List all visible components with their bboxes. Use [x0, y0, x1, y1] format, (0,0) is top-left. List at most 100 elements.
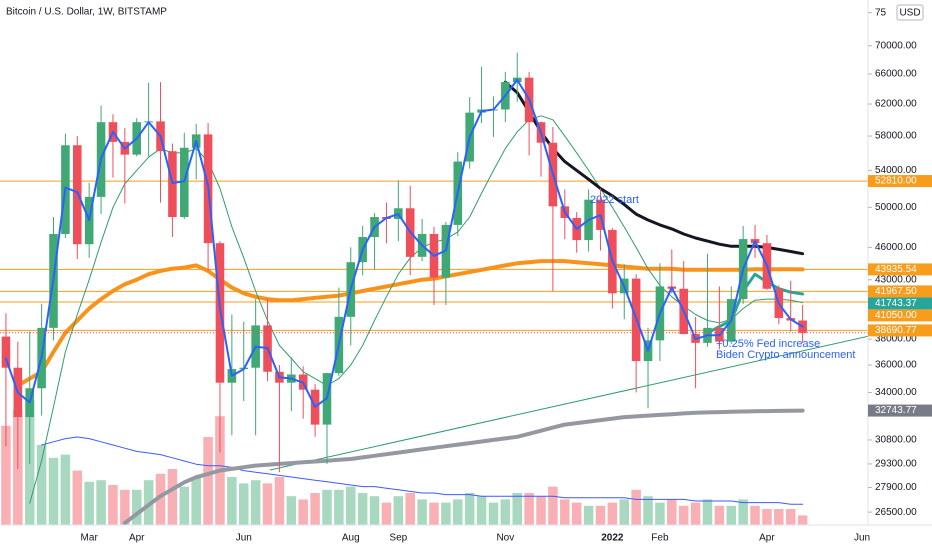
- volume-bar: [583, 505, 594, 525]
- level-label: 41967.50: [875, 286, 917, 297]
- volume-bar: [785, 509, 796, 525]
- y-tick-label: 38000.00: [875, 334, 917, 345]
- x-tick-label: 2022: [601, 533, 624, 544]
- volume-bar: [334, 489, 344, 525]
- volume-bar: [500, 499, 511, 525]
- volume-bar: [750, 505, 760, 525]
- volume-bar: [36, 445, 47, 525]
- volume-bar: [524, 493, 534, 525]
- annotation: 2022 start: [590, 194, 639, 206]
- volume-bar: [476, 496, 487, 525]
- level-label-bg: [868, 263, 932, 276]
- volume-bar: [72, 470, 83, 525]
- volume-bar: [405, 493, 415, 525]
- y-tick-label: 75: [875, 7, 887, 18]
- volume-bar: [571, 502, 582, 525]
- annotation: Biden Crypto announcement: [716, 349, 855, 361]
- volume-bar: [762, 509, 772, 525]
- volume-bar: [643, 496, 653, 525]
- x-tick-label: Feb: [651, 533, 669, 544]
- annotation: +0.25% Fed increase: [716, 338, 820, 350]
- volume-bar: [464, 493, 475, 525]
- y-tick-label: 36000.00: [875, 360, 917, 371]
- volume-bar: [60, 454, 71, 525]
- candle-body: [1, 336, 11, 368]
- volume-bar: [381, 502, 392, 525]
- volume-bar: [678, 505, 689, 525]
- volume-bar: [393, 496, 404, 525]
- y-tick-label: 34000.00: [875, 387, 917, 398]
- x-tick-label: Nov: [496, 533, 514, 544]
- volume-bar: [274, 477, 285, 525]
- volume-bar: [179, 486, 190, 525]
- currency-box[interactable]: [896, 4, 924, 21]
- y-tick-label: 46000.00: [875, 242, 917, 253]
- volume-bar: [619, 499, 630, 525]
- x-tick-label: Mar: [81, 533, 99, 544]
- level-label-bg: [868, 309, 932, 322]
- volume-bar: [702, 499, 713, 525]
- volume-bar: [250, 480, 261, 525]
- volume-bar: [96, 480, 106, 525]
- indicator-line: [706, 272, 805, 335]
- y-tick-label: 50000.00: [875, 202, 917, 213]
- indicator-line: [122, 408, 805, 526]
- volume-ma: [41, 436, 804, 505]
- volume-bar: [512, 493, 522, 525]
- indicator-line: [4, 78, 804, 408]
- volume-bar: [227, 477, 237, 525]
- level-label: 52810.00: [875, 176, 917, 187]
- y-tick-label: 62000.00: [875, 99, 917, 110]
- volume-bar: [191, 477, 201, 525]
- level-label: 43935.54: [875, 264, 917, 275]
- y-tick-label: 43000.00: [875, 274, 917, 285]
- x-tick-label: Sep: [389, 533, 407, 544]
- volume-bar: [560, 499, 570, 525]
- level-label-bg: [868, 324, 932, 337]
- volume-bar: [441, 502, 451, 525]
- y-tick-label: 70000.00: [875, 40, 917, 51]
- level-label: 41743.37: [875, 298, 917, 309]
- volume-bar: [262, 483, 273, 525]
- axes: 75 70000.00 66000.00 62000.00 58000.00 54000.…: [81, 7, 932, 544]
- volume-bar: [131, 489, 142, 525]
- candle-body: [168, 151, 177, 218]
- volume-bar: [155, 473, 166, 525]
- volume-bar: [322, 489, 332, 525]
- volume-bar: [417, 499, 427, 525]
- volume-bar: [429, 502, 439, 525]
- volume-bar: [797, 515, 808, 525]
- volume-bar: [548, 486, 558, 525]
- y-tick-label: 54000.00: [875, 165, 917, 176]
- x-tick-label: Jun: [854, 533, 870, 544]
- candle-body: [180, 147, 189, 218]
- level-label-bg: [868, 175, 932, 188]
- volume-bar: [286, 496, 297, 525]
- currency[interactable]: USD: [899, 8, 920, 19]
- volume-bar: [726, 505, 737, 525]
- volume-bar: [595, 505, 606, 525]
- level-label-bg: [868, 285, 932, 298]
- volume-bar: [167, 469, 178, 525]
- level-label: 41050.00: [875, 310, 917, 321]
- volume-bar: [667, 499, 677, 525]
- volume-bar: [1, 425, 11, 525]
- volume-bar: [357, 493, 368, 525]
- volume-bar: [238, 483, 249, 525]
- volume-bar: [84, 481, 94, 525]
- y-tick-label: 27900.00: [875, 482, 917, 493]
- x-tick-label: Jun: [236, 533, 252, 544]
- volume-bar: [310, 493, 320, 525]
- volume-bar: [738, 499, 748, 525]
- volume-bar: [714, 505, 725, 525]
- level-label: 32743.77: [875, 405, 917, 416]
- x-tick-label: Aug: [342, 533, 360, 544]
- volume-bar: [774, 509, 784, 525]
- y-tick-label: 26500.00: [875, 507, 917, 518]
- level-label-bg: [868, 404, 932, 417]
- volume-bar: [120, 489, 130, 525]
- volume-bar: [488, 502, 499, 525]
